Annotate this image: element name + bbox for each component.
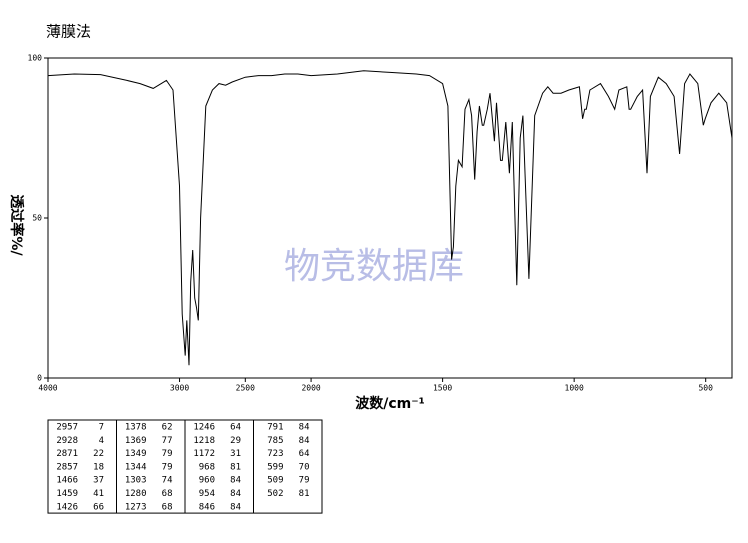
transmittance-cell: 84	[299, 423, 310, 433]
wavenumber-cell: 2871	[56, 449, 78, 459]
wavenumber-cell: 1246	[193, 423, 215, 433]
wavenumber-cell: 502	[267, 489, 283, 499]
x-tick-label: 2000	[301, 384, 320, 393]
wavenumber-cell: 2957	[56, 423, 78, 433]
wavenumber-cell: 509	[267, 476, 283, 486]
transmittance-cell: 64	[299, 449, 310, 459]
x-tick-label: 500	[698, 384, 713, 393]
x-tick-label: 1000	[565, 384, 584, 393]
wavenumber-cell: 599	[267, 462, 283, 472]
x-tick-label: 4000	[38, 384, 57, 393]
wavenumber-cell: 2857	[56, 462, 78, 472]
transmittance-cell: 84	[230, 489, 241, 499]
wavenumber-cell: 1273	[125, 502, 147, 512]
y-axis-label: 透过率%/	[8, 194, 25, 256]
y-tick-label: 0	[37, 374, 42, 383]
wavenumber-cell: 723	[267, 449, 283, 459]
wavenumber-cell: 1303	[125, 476, 147, 486]
wavenumber-cell: 1349	[125, 449, 147, 459]
watermark: 物竞数据库	[284, 246, 464, 287]
wavenumber-cell: 1172	[193, 449, 215, 459]
wavenumber-cell: 1218	[193, 436, 215, 446]
transmittance-cell: 79	[299, 476, 310, 486]
spectrum-line	[47, 70, 733, 366]
transmittance-cell: 79	[162, 449, 173, 459]
wavenumber-cell: 960	[199, 476, 215, 486]
transmittance-cell: 22	[93, 449, 104, 459]
transmittance-cell: 79	[162, 462, 173, 472]
transmittance-cell: 77	[162, 436, 173, 446]
wavenumber-cell: 954	[199, 489, 215, 499]
wavenumber-cell: 785	[267, 436, 283, 446]
y-tick-label: 50	[32, 214, 42, 223]
transmittance-cell: 7	[99, 423, 104, 433]
wavenumber-cell: 1378	[125, 423, 147, 433]
transmittance-cell: 81	[230, 462, 241, 472]
transmittance-cell: 84	[299, 436, 310, 446]
transmittance-cell: 66	[93, 502, 104, 512]
transmittance-cell: 29	[230, 436, 241, 446]
transmittance-cell: 68	[162, 489, 173, 499]
wavenumber-cell: 846	[199, 502, 215, 512]
x-tick-label: 3000	[170, 384, 189, 393]
chart-title: 薄膜法	[46, 23, 91, 41]
plot-frame	[47, 57, 733, 379]
wavenumber-cell: 968	[199, 462, 215, 472]
wavenumber-cell: 1369	[125, 436, 147, 446]
wavenumber-cell: 1459	[56, 489, 78, 499]
wavenumber-cell: 791	[267, 423, 283, 433]
wavenumber-cell: 2928	[56, 436, 78, 446]
x-tick-label: 1500	[433, 384, 452, 393]
wavenumber-cell: 1466	[56, 476, 78, 486]
wavenumber-cell: 1426	[56, 502, 78, 512]
transmittance-cell: 81	[299, 489, 310, 499]
transmittance-cell: 62	[162, 423, 173, 433]
transmittance-cell: 70	[299, 462, 310, 472]
transmittance-cell: 84	[230, 502, 241, 512]
transmittance-cell: 18	[93, 462, 104, 472]
y-tick-label: 100	[28, 54, 43, 63]
transmittance-cell: 64	[230, 423, 241, 433]
transmittance-cell: 68	[162, 502, 173, 512]
transmittance-cell: 31	[230, 449, 241, 459]
transmittance-cell: 4	[99, 436, 104, 446]
transmittance-cell: 37	[93, 476, 104, 486]
x-tick-label: 2500	[236, 384, 255, 393]
transmittance-cell: 84	[230, 476, 241, 486]
transmittance-cell: 74	[162, 476, 173, 486]
transmittance-cell: 41	[93, 489, 104, 499]
x-axis-label: 波数/cm⁻¹	[355, 395, 425, 412]
wavenumber-cell: 1280	[125, 489, 147, 499]
wavenumber-cell: 1344	[125, 462, 147, 472]
